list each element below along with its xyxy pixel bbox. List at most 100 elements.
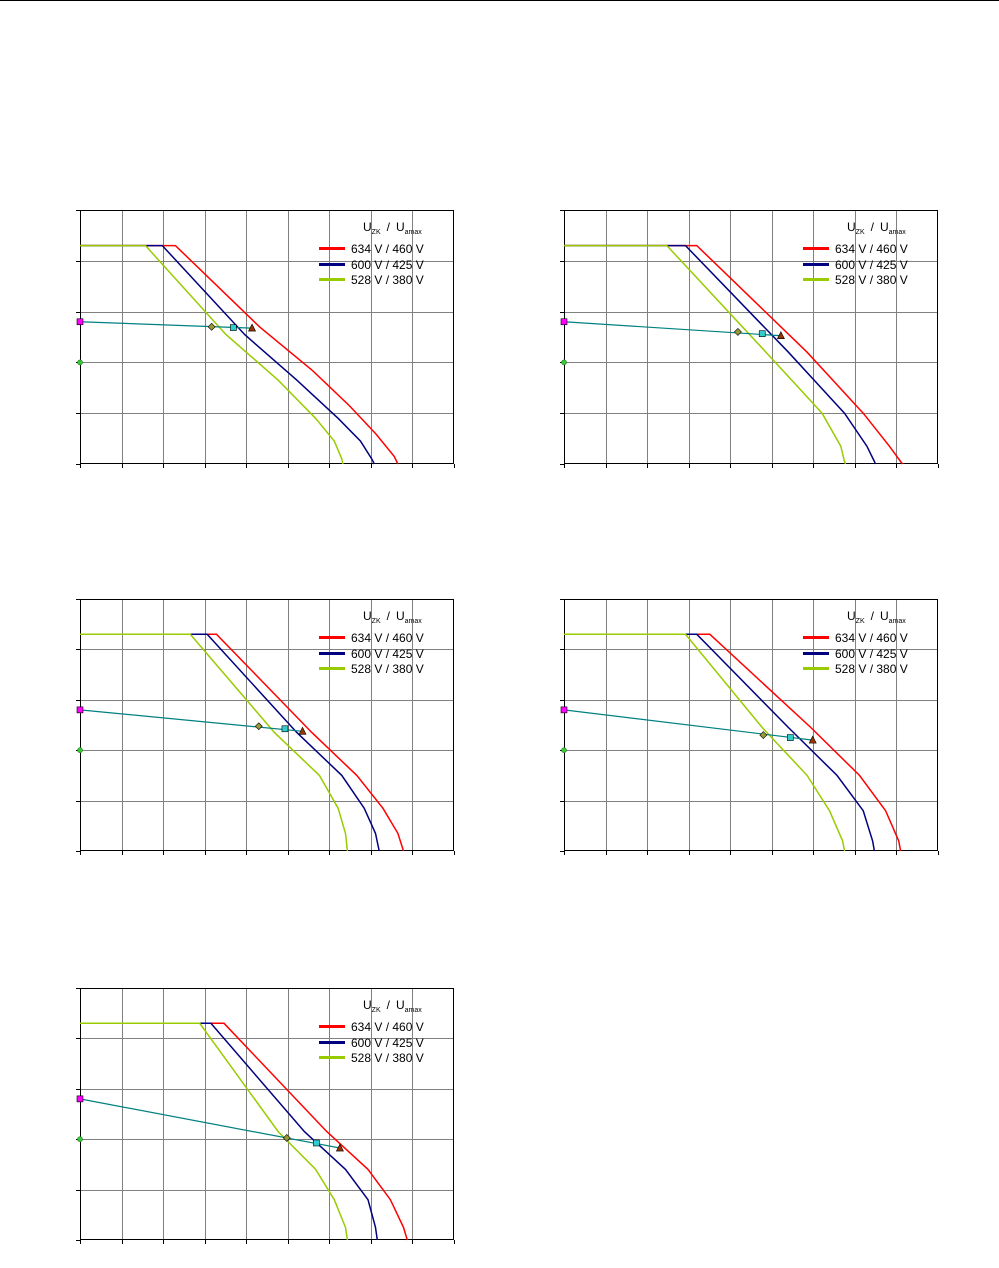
legend-swatch — [319, 262, 345, 266]
legend-title-subscript-2: amax — [404, 618, 422, 625]
series-line-3 — [564, 633, 846, 852]
legend-label: 634 V / 460 V — [351, 1020, 424, 1034]
operating-point-square — [786, 734, 794, 741]
load-line — [79, 1098, 341, 1149]
axis-ticks — [76, 599, 455, 855]
legend-label: 528 V / 380 V — [351, 273, 424, 287]
chart-plot-area — [76, 988, 455, 1244]
operating-point-square — [230, 324, 237, 331]
legend-title-subscript-1: ZK — [855, 618, 865, 625]
legend-title-subscript-2: amax — [888, 618, 906, 625]
series-line-3 — [564, 244, 847, 465]
legend-swatch — [803, 278, 829, 282]
plot-frame — [80, 210, 454, 464]
legend-label: 528 V / 380 V — [835, 273, 908, 287]
legend-title-symbol-1: U — [363, 609, 372, 623]
legend-title-separator: / — [386, 609, 390, 623]
chart-plot-area — [560, 599, 939, 855]
legend-label: 634 V / 460 V — [351, 631, 424, 645]
axis-marker-green — [561, 747, 567, 753]
legend-swatch — [319, 1040, 345, 1044]
axis-marker-magenta — [76, 1095, 84, 1103]
operating-point-diamond — [254, 722, 263, 731]
series-line-1 — [564, 244, 904, 465]
series-line-2 — [80, 244, 375, 465]
series-line-2 — [564, 244, 877, 465]
axis-marker-green — [561, 359, 567, 366]
plot-frame — [564, 599, 938, 851]
legend-title-symbol-2: U — [395, 609, 405, 623]
legend-swatch — [319, 636, 345, 640]
chart-2: UZK / Uamax 634 V / 460 V 600 V / 425 V 528 V… — [560, 210, 939, 468]
axis-ticks — [76, 988, 455, 1244]
load-line — [563, 709, 813, 741]
legend-title-subscript-1: ZK — [371, 229, 381, 236]
legend-swatch — [319, 667, 345, 671]
grid — [80, 599, 454, 851]
legend-label: 528 V / 380 V — [351, 1051, 424, 1065]
legend-swatch — [803, 667, 829, 671]
legend-swatch — [803, 651, 829, 655]
legend-title-symbol-1: U — [363, 220, 372, 234]
legend-entry: 528 V / 380 V — [319, 1051, 424, 1065]
axis-marker-magenta — [560, 318, 568, 326]
chart-legend: UZK / Uamax 634 V / 460 V 600 V / 425 V 528 V… — [319, 609, 439, 679]
load-line — [563, 321, 781, 337]
series-line-1 — [80, 1022, 409, 1241]
operating-point-diamond — [733, 327, 742, 336]
axis-marker-magenta — [560, 706, 568, 714]
legend-swatch — [319, 1025, 345, 1029]
series-line-1 — [80, 633, 405, 852]
axis-ticks — [560, 599, 939, 855]
legend-title-symbol-1: U — [847, 609, 856, 623]
axis-marker-green — [77, 747, 83, 753]
legend-label: 600 V / 425 V — [351, 646, 424, 661]
legend-label: 600 V / 425 V — [835, 257, 908, 272]
axis-marker-green — [77, 1136, 83, 1142]
chart-legend: UZK / Uamax 634 V / 460 V 600 V / 425 V 528 V… — [319, 998, 439, 1068]
legend-label: 634 V / 460 V — [835, 242, 908, 256]
legend-entry: 634 V / 460 V — [319, 242, 424, 256]
legend-swatch — [319, 278, 345, 282]
legend-entry: 528 V / 380 V — [319, 273, 424, 287]
chart-legend: UZK / Uamax 634 V / 460 V 600 V / 425 V 528 V… — [319, 220, 439, 290]
legend-label: 600 V / 425 V — [351, 257, 424, 272]
legend-label: 528 V / 380 V — [835, 662, 908, 676]
legend-entry: 528 V / 380 V — [319, 662, 424, 676]
legend-title-separator: / — [386, 220, 390, 234]
axis-marker-magenta — [76, 318, 84, 326]
chart-plot-area — [76, 599, 455, 855]
legend-entry: 600 V / 425 V — [319, 258, 424, 272]
plot-frame — [80, 599, 454, 851]
legend-title-subscript-1: ZK — [371, 1007, 381, 1014]
legend-swatch — [319, 1056, 345, 1060]
operating-point-square — [313, 1139, 320, 1147]
legend-entry: 600 V / 425 V — [319, 647, 424, 661]
legend-entry: 634 V / 460 V — [803, 631, 908, 645]
chart-legend: UZK / Uamax 634 V / 460 V 600 V / 425 V 528 V… — [803, 220, 923, 290]
legend-title-separator: / — [870, 609, 874, 623]
legend-title: UZK / Uamax — [847, 220, 906, 236]
series-line-2 — [80, 1022, 379, 1241]
legend-title-symbol-2: U — [879, 609, 889, 623]
legend-title-separator: / — [870, 220, 874, 234]
chart-plot-area — [76, 210, 455, 468]
plot-frame — [80, 988, 454, 1240]
legend-entry: 634 V / 460 V — [803, 242, 908, 256]
series-line-1 — [564, 633, 902, 852]
plot-frame — [564, 210, 938, 464]
chart-5: UZK / Uamax 634 V / 460 V 600 V / 425 V 528 V… — [76, 988, 455, 1244]
legend-swatch — [319, 651, 345, 655]
legend-entry: 634 V / 460 V — [319, 1020, 424, 1034]
axis-marker-green — [77, 359, 83, 366]
chart-legend: UZK / Uamax 634 V / 460 V 600 V / 425 V 528 V… — [803, 609, 923, 679]
load-line — [79, 709, 303, 732]
legend-title-symbol-1: U — [847, 220, 856, 234]
grid — [80, 988, 454, 1240]
operating-point-triangle — [298, 726, 307, 735]
chart-4: UZK / Uamax 634 V / 460 V 600 V / 425 V 528 V… — [560, 599, 939, 855]
operating-point-square — [281, 725, 289, 733]
legend-entry: 600 V / 425 V — [803, 647, 908, 661]
axis-ticks — [76, 210, 455, 468]
legend-title-symbol-2: U — [879, 220, 889, 234]
